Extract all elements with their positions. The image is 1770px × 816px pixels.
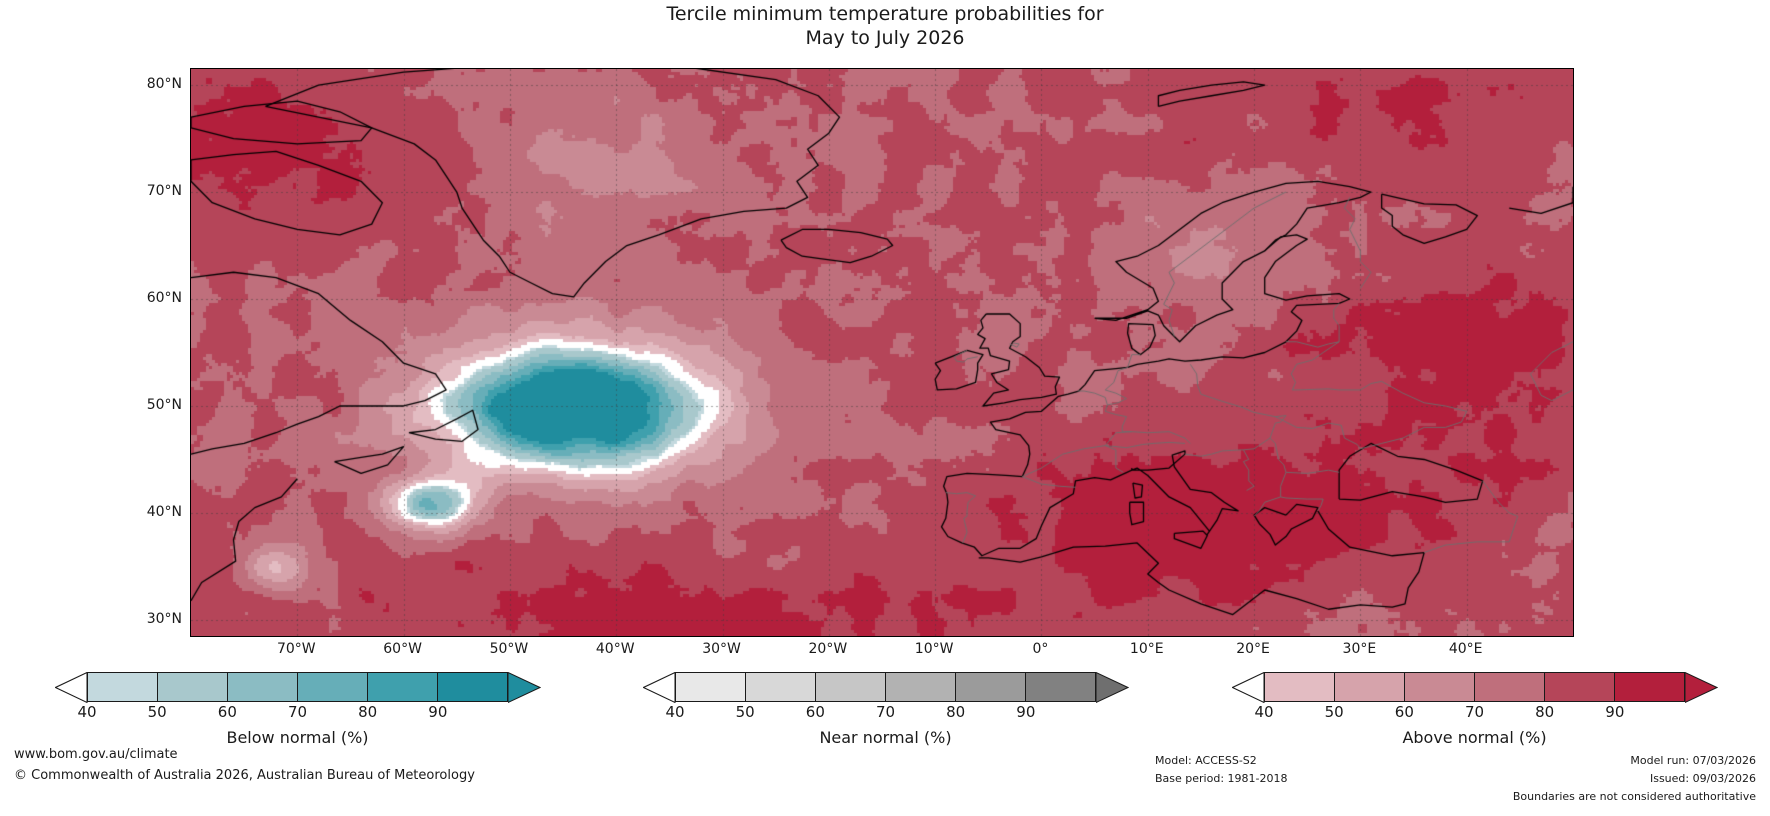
map-raster xyxy=(191,69,1573,636)
colorbar-tick-label: 60 xyxy=(805,703,825,721)
footer-issue-info: Model run: 07/03/2026 Issued: 09/03/2026… xyxy=(1513,752,1756,806)
colorbar-below-normal: 40 50 60 70 80 90 Below normal (%) xyxy=(55,672,541,747)
colorbar-segment xyxy=(228,673,298,701)
longitude-tick-label: 10°W xyxy=(914,641,954,657)
colorbar-above-normal: 40 50 60 70 80 90 Above normal (%) xyxy=(1232,672,1718,747)
latitude-tick-label: 60°N xyxy=(146,290,182,306)
colorbar-segment xyxy=(1475,673,1545,701)
footer-model-run: Model run: 07/03/2026 xyxy=(1630,754,1756,767)
longitude-tick-label: 70°W xyxy=(276,641,316,657)
colorbar-tick-label: 50 xyxy=(1324,703,1344,721)
longitude-tick-label: 0° xyxy=(1032,641,1049,657)
colorbar-segment xyxy=(1335,673,1405,701)
colorbar-tick-label: 90 xyxy=(1605,703,1625,721)
longitude-tick-label: 30°W xyxy=(702,641,741,657)
footer-left: www.bom.gov.au/climate © Commonwealth of… xyxy=(14,744,475,786)
colorbar-segment xyxy=(816,673,886,701)
footer-model: Model: ACCESS-S2 xyxy=(1155,754,1257,767)
latitude-tick-label: 50°N xyxy=(146,396,182,413)
footer-issued: Issued: 09/03/2026 xyxy=(1649,772,1756,785)
longitude-tick-label: 40°W xyxy=(595,641,635,657)
colorbar-segment xyxy=(298,673,368,701)
colorbar-tick-label: 90 xyxy=(428,703,448,721)
colorbar-tick-label: 60 xyxy=(217,703,237,721)
forecast-map[interactable] xyxy=(190,68,1574,637)
longitude-tick-label: 60°W xyxy=(383,641,422,657)
colorbar-segment xyxy=(1405,673,1475,701)
colorbar-caption: Above normal (%) xyxy=(1402,728,1547,747)
colorbar-segment xyxy=(368,673,438,701)
colorbar-tick-label: 80 xyxy=(1535,703,1555,721)
colorbar-segment xyxy=(1026,673,1095,701)
latitude-tick-label: 40°N xyxy=(146,503,182,520)
footer-website[interactable]: www.bom.gov.au/climate xyxy=(14,747,178,762)
title-line-2: May to July 2026 xyxy=(805,27,965,49)
colorbar-under-arrow-outline xyxy=(55,672,88,703)
colorbar-caption: Below normal (%) xyxy=(226,728,369,747)
colorbar-under-arrow-outline xyxy=(1232,672,1265,703)
longitude-tick-label: 20°E xyxy=(1236,641,1270,657)
colorbar-under-arrow-outline xyxy=(643,672,676,703)
colorbar-tick-label: 70 xyxy=(875,703,896,721)
colorbar-near-normal: 40 50 60 70 80 90 Near normal (%) xyxy=(643,672,1129,747)
colorbar-tick-label: 40 xyxy=(1254,703,1274,721)
longitude-tick-label: 20°W xyxy=(808,641,848,657)
colorbar-tick-label: 90 xyxy=(1016,703,1036,721)
colorbar-segment xyxy=(746,673,816,701)
colorbar-tick-label: 80 xyxy=(358,703,378,721)
longitude-tick-label: 40°E xyxy=(1448,641,1483,657)
colorbar-over-arrow xyxy=(1685,672,1718,703)
footer-base-period: Base period: 1981-2018 xyxy=(1155,772,1288,785)
longitude-tick-label: 50°W xyxy=(489,641,529,657)
colorbar-segment xyxy=(88,673,158,701)
colorbar-segment xyxy=(158,673,228,701)
colorbar-segment xyxy=(438,673,507,701)
page-title: Tercile minimum temperature probabilitie… xyxy=(0,0,1770,50)
latitude-tick-label: 70°N xyxy=(146,183,182,200)
colorbar-over-arrow xyxy=(1096,672,1129,703)
colorbar-tick-label: 40 xyxy=(665,703,685,721)
footer-copyright: © Commonwealth of Australia 2026, Austra… xyxy=(14,768,475,783)
footer-disclaimer: Boundaries are not considered authoritat… xyxy=(1512,790,1756,803)
colorbar-tick-label: 50 xyxy=(147,703,167,721)
colorbar-tick-label: 60 xyxy=(1394,703,1414,721)
colorbar-segment xyxy=(1545,673,1615,701)
colorbar-tick-label: 70 xyxy=(287,703,308,721)
colorbar-tick-label: 70 xyxy=(1464,703,1485,721)
colorbar-segment xyxy=(886,673,956,701)
title-line-1: Tercile minimum temperature probabilitie… xyxy=(666,3,1104,25)
colorbar-segment xyxy=(956,673,1026,701)
colorbar-caption: Near normal (%) xyxy=(819,728,952,747)
latitude-tick-label: 80°N xyxy=(146,76,182,93)
colorbar-body xyxy=(87,672,508,702)
latitude-tick-label: 30°N xyxy=(146,610,182,627)
colorbar-body xyxy=(1264,672,1685,702)
colorbar-segment xyxy=(1615,673,1684,701)
colorbar-body xyxy=(675,672,1096,702)
colorbar-tick-label: 80 xyxy=(946,703,966,721)
longitude-tick-label: 30°E xyxy=(1342,641,1377,657)
colorbar-tick-label: 50 xyxy=(735,703,755,721)
longitude-tick-label: 10°E xyxy=(1129,641,1164,657)
colorbar-segment xyxy=(1265,673,1335,701)
footer-model-info: Model: ACCESS-S2 Base period: 1981-2018 xyxy=(1155,752,1287,788)
colorbar-over-arrow xyxy=(508,672,541,703)
colorbar-tick-label: 40 xyxy=(77,703,97,721)
colorbar-segment xyxy=(676,673,746,701)
